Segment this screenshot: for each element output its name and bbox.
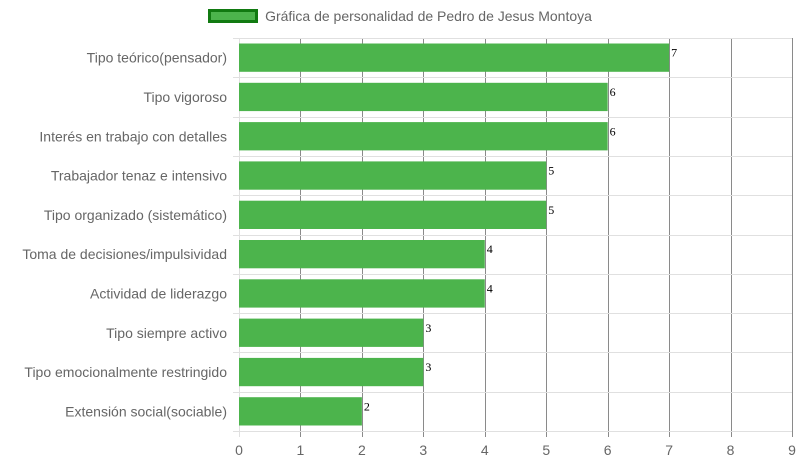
y-category-label: Tipo teórico(pensador)	[87, 50, 227, 66]
bar	[239, 279, 485, 308]
legend-label: Gráfica de personalidad de Pedro de Jesu…	[265, 8, 592, 24]
x-tick-label: 8	[727, 442, 735, 458]
x-tick-label: 6	[604, 442, 612, 458]
x-tick-label: 9	[788, 442, 796, 458]
bar	[239, 43, 670, 72]
horizontal-gridlines	[233, 38, 792, 432]
x-tick-label: 3	[419, 442, 427, 458]
chart-legend[interactable]: Gráfica de personalidad de Pedro de Jesu…	[0, 8, 800, 24]
y-category-label: Toma de decisiones/impulsividad	[22, 246, 227, 262]
data-label: 6	[610, 124, 616, 138]
x-tick-label: 1	[297, 442, 305, 458]
x-tick-label: 0	[235, 442, 243, 458]
y-category-label: Extensión social(sociable)	[65, 403, 227, 419]
y-category-label: Interés en trabajo con detalles	[39, 128, 227, 144]
x-tick-label: 5	[542, 442, 550, 458]
y-category-label: Tipo vigoroso	[143, 89, 227, 105]
data-label: 5	[548, 164, 554, 178]
bars	[239, 43, 670, 426]
bar	[239, 200, 547, 229]
bar	[239, 240, 485, 269]
data-labels: 7 6 6 5 5 4 4 3 3 2	[364, 46, 677, 414]
data-label: 5	[548, 203, 554, 217]
data-label: 7	[671, 46, 677, 60]
y-category-label: Actividad de liderazgo	[90, 285, 227, 301]
data-label: 4	[487, 281, 493, 295]
x-tick-label: 4	[481, 442, 489, 458]
bar	[239, 318, 424, 347]
y-category-label: Tipo siempre activo	[106, 325, 227, 341]
x-tick-label: 2	[358, 442, 366, 458]
x-axis-tick-labels: 0 1 2 3 4 5 6 7 8 9	[235, 442, 796, 458]
data-label: 3	[425, 321, 431, 335]
data-label: 4	[487, 242, 493, 256]
data-label: 3	[425, 360, 431, 374]
bar	[239, 82, 608, 112]
x-tick-label: 7	[665, 442, 673, 458]
y-category-label: Tipo emocionalmente restringido	[24, 364, 227, 380]
bar	[239, 122, 608, 151]
data-label: 6	[610, 85, 616, 99]
y-category-label: Trabajador tenaz e intensivo	[51, 168, 227, 184]
bar	[239, 357, 424, 387]
legend-swatch	[208, 9, 259, 23]
y-category-label: Tipo organizado (sistemático)	[44, 207, 227, 223]
bar	[239, 397, 362, 426]
y-axis-labels: Tipo teórico(pensador) Tipo vigoroso Inter…	[22, 50, 227, 420]
data-label: 2	[364, 399, 370, 413]
bar	[239, 161, 547, 190]
